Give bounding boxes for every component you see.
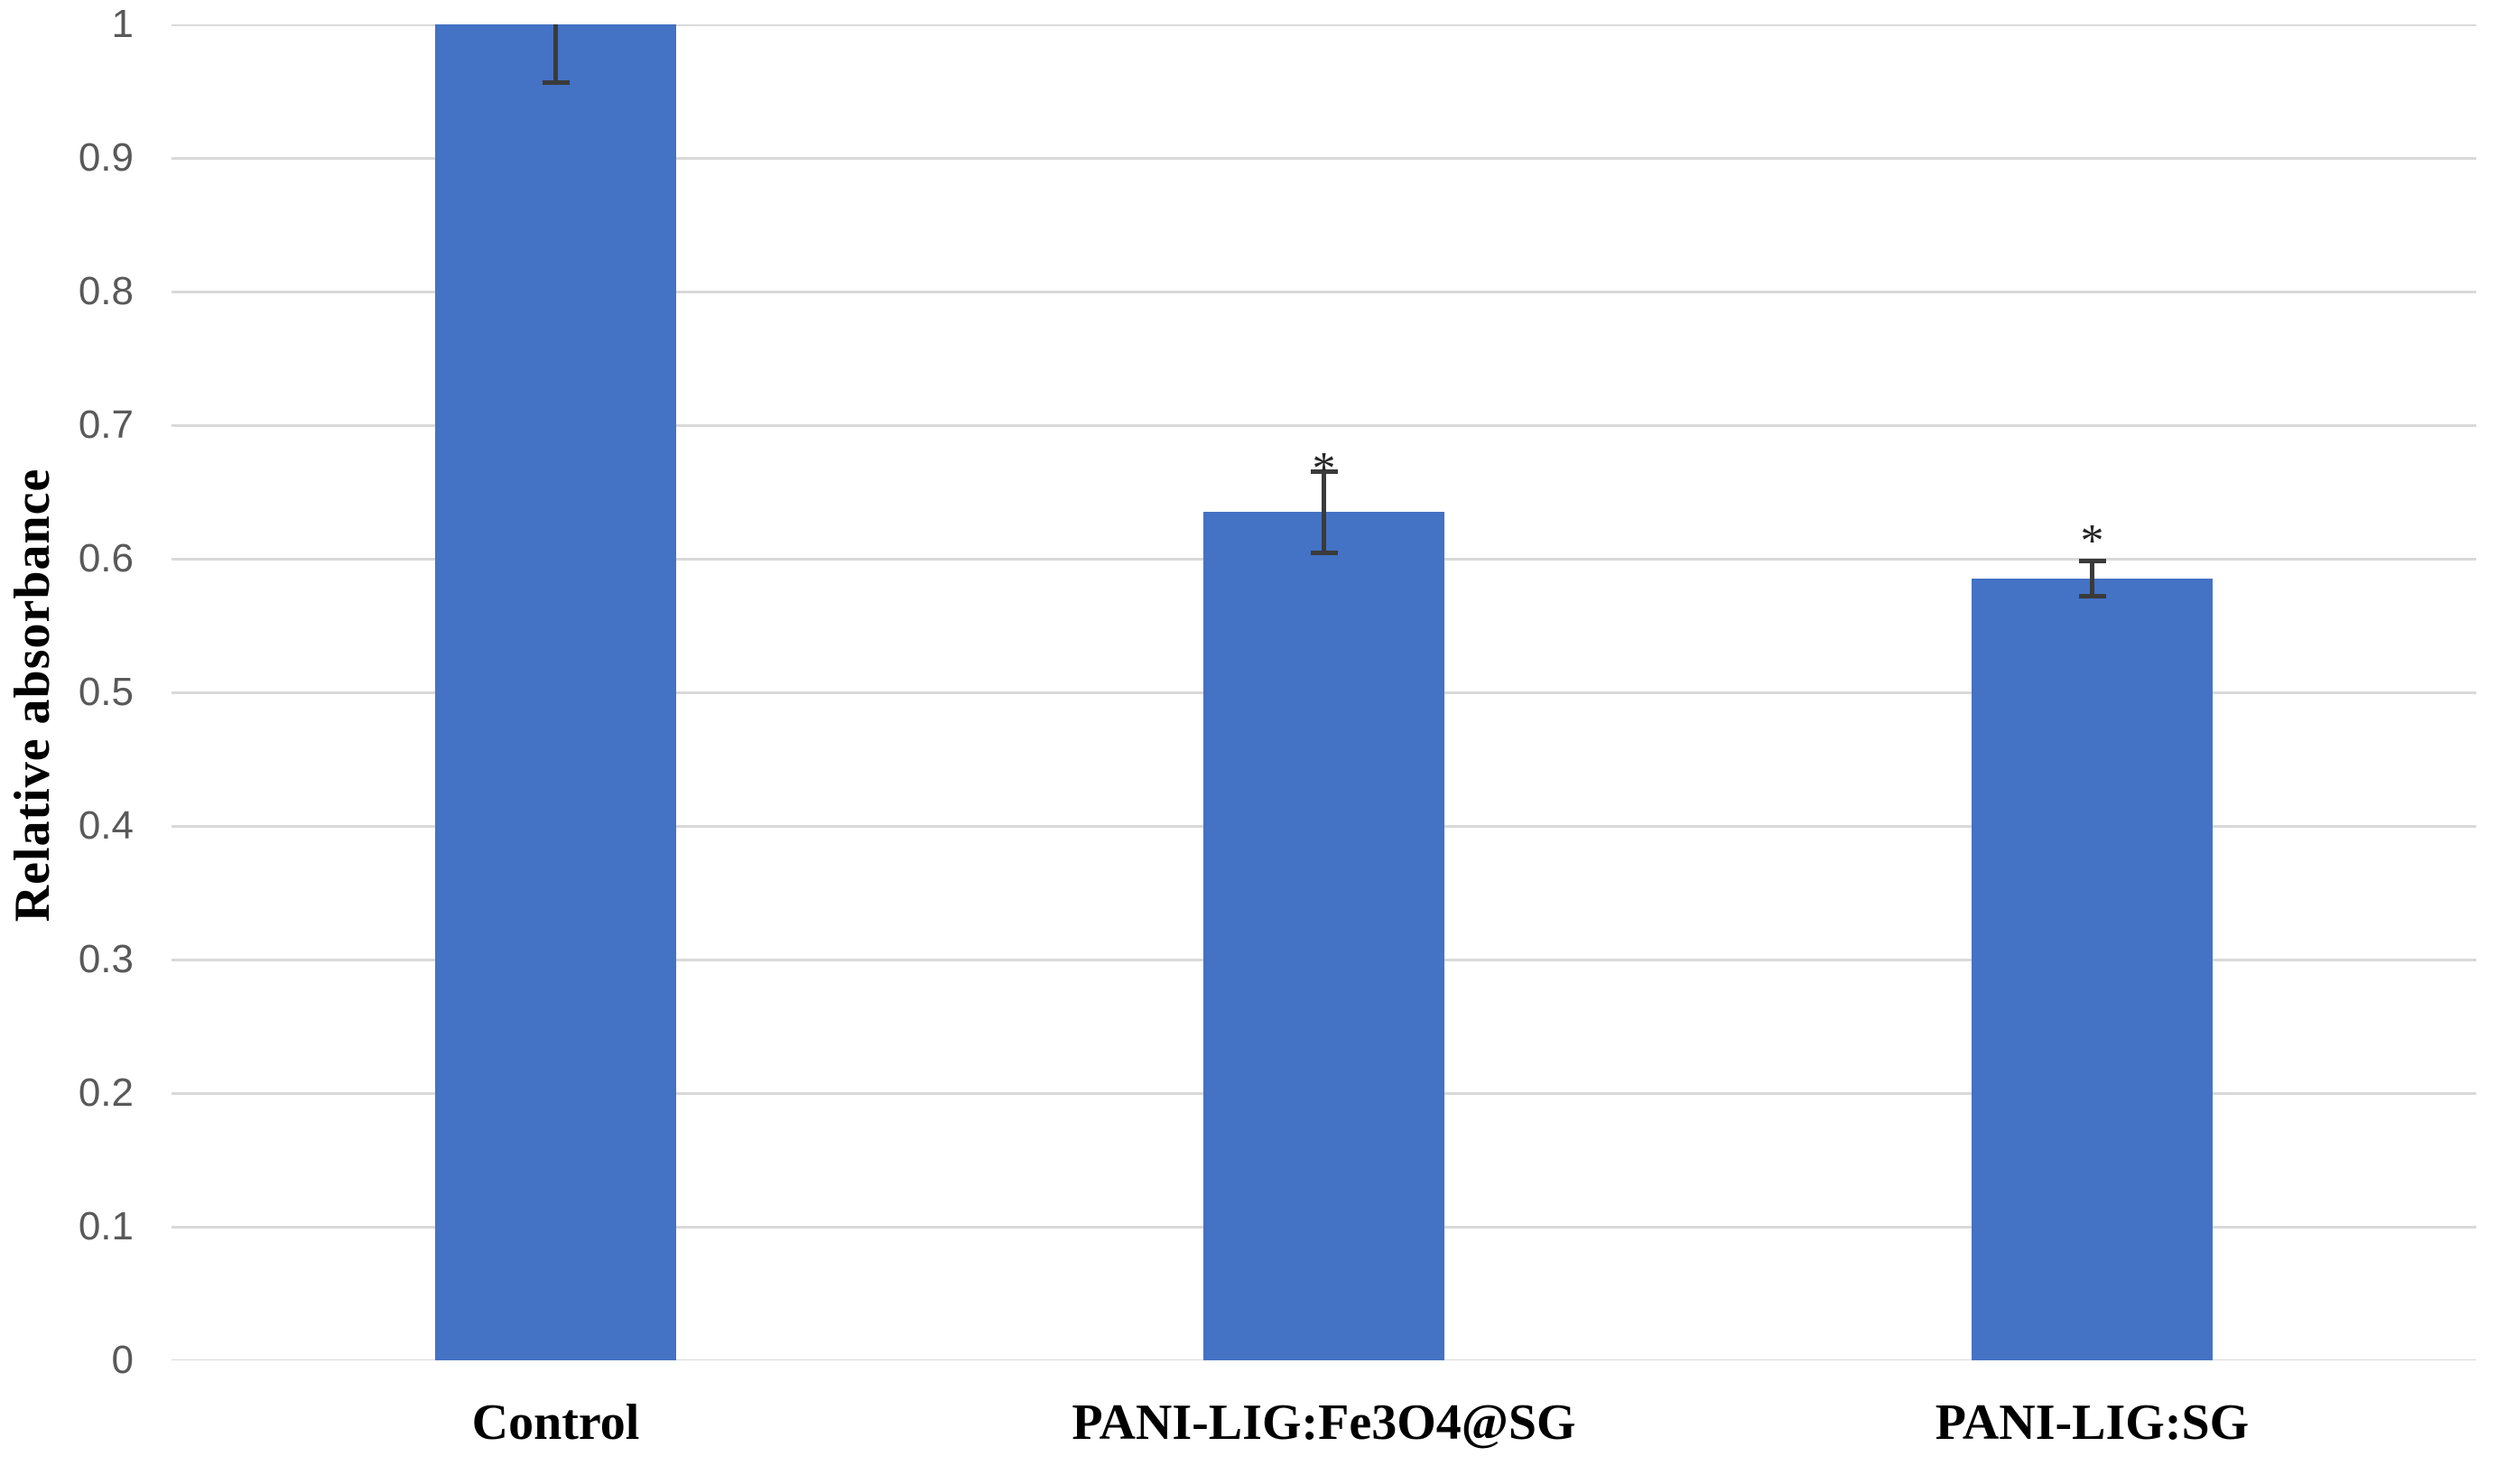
x-axis-label: PANI-LIG:Fe3O4@SG [1072, 1395, 1576, 1451]
y-tick-label: 0.5 [78, 670, 134, 714]
significance-asterisk: * [1312, 443, 1336, 495]
y-tick-label: 0.4 [78, 803, 134, 848]
bar [435, 24, 676, 1360]
y-tick-label: 0.8 [78, 269, 134, 313]
y-tick-label: 1 [111, 2, 134, 46]
y-gridline [172, 24, 2476, 26]
error-bar-cap [542, 79, 570, 85]
bar [1972, 579, 2213, 1360]
y-gridline [172, 424, 2476, 427]
y-tick-label: 0.1 [78, 1204, 134, 1248]
plot-area: * * [172, 24, 2476, 1360]
y-tick-label: 0.2 [78, 1071, 134, 1115]
y-gridline [172, 291, 2476, 293]
error-bar [553, 24, 558, 85]
x-axis-label: PANI-LIG:SG [1935, 1395, 2250, 1451]
y-tick-label: 0.6 [78, 536, 134, 580]
y-tick-label: 0 [111, 1338, 134, 1382]
significance-asterisk: * [2080, 515, 2104, 567]
error-bar-cap [1310, 468, 1338, 474]
error-bar-cap [1310, 550, 1338, 555]
y-tick-label: 0.9 [78, 135, 134, 180]
y-tick-label: 0.3 [78, 937, 134, 981]
error-bar [2090, 559, 2094, 599]
error-bar-cap [2078, 559, 2106, 563]
error-bar [1322, 468, 1326, 555]
y-tick-label: 0.7 [78, 403, 134, 447]
y-gridline [172, 157, 2476, 160]
error-bar-cap [2078, 594, 2106, 599]
bar [1203, 512, 1444, 1360]
x-axis-label: Control [471, 1395, 640, 1451]
